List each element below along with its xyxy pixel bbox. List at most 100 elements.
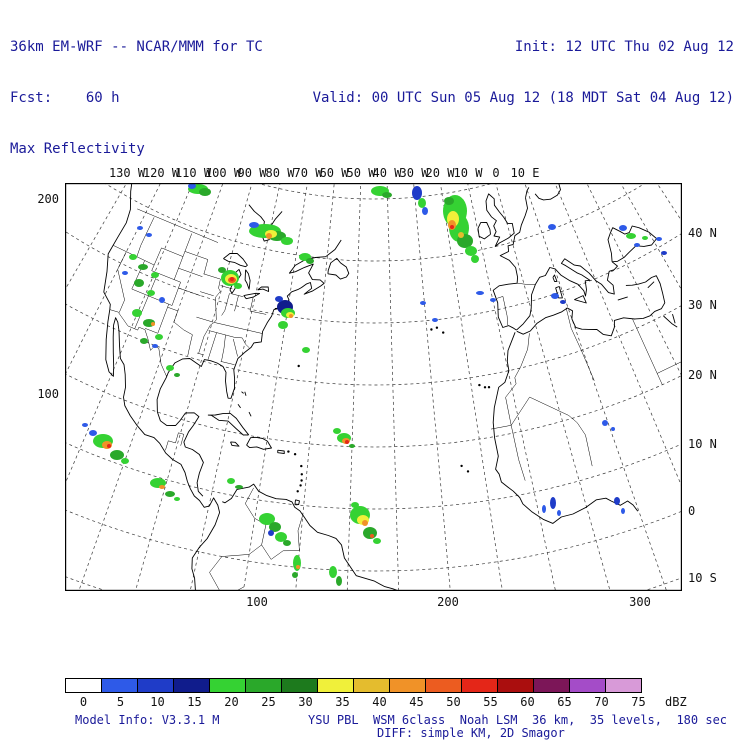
state-border bbox=[208, 330, 235, 338]
colorbar-cell bbox=[245, 678, 282, 693]
map-area: 130 W 120 W 110 W 100 W 90 W 80 W 70 W 60 W 50 W… bbox=[37, 166, 717, 609]
coastline bbox=[244, 391, 247, 396]
graticule-meridian bbox=[189, 183, 281, 591]
grid-y-tick-label: 100 bbox=[37, 387, 59, 401]
colorbar-cell bbox=[533, 678, 570, 693]
coastline bbox=[607, 225, 658, 263]
radar-echo bbox=[268, 530, 274, 536]
state-border bbox=[233, 338, 238, 357]
state-border bbox=[234, 337, 250, 348]
colorbar-unit-label: dBZ bbox=[665, 695, 687, 709]
radar-echo bbox=[418, 198, 426, 208]
valid-time-label: Valid: 00 UTC Sun 05 Aug 12 (18 MDT Sat … bbox=[312, 90, 734, 106]
state-border bbox=[131, 288, 173, 306]
radar-echo bbox=[363, 527, 377, 539]
colorbar-cell bbox=[65, 678, 102, 693]
radar-echo bbox=[412, 186, 422, 200]
graticule-meridian bbox=[656, 183, 682, 223]
radar-echo bbox=[146, 233, 152, 237]
state-border bbox=[178, 287, 201, 296]
radar-echo bbox=[122, 271, 128, 275]
radar-echo bbox=[471, 255, 479, 263]
map-plot bbox=[65, 183, 682, 591]
country-border bbox=[137, 208, 219, 243]
coastline bbox=[156, 239, 342, 497]
colorbar-tick-label: 10 bbox=[150, 695, 165, 709]
state-border bbox=[220, 361, 235, 365]
radar-echo bbox=[166, 365, 174, 371]
state-border bbox=[249, 297, 254, 312]
colorbar-tick-label: 40 bbox=[372, 695, 387, 709]
graticule-parallel bbox=[103, 183, 647, 262]
coastline bbox=[327, 257, 350, 280]
coastline bbox=[222, 483, 401, 591]
radar-echo bbox=[336, 576, 342, 586]
lon-tick-label: 60 W bbox=[319, 166, 349, 180]
islet bbox=[442, 331, 445, 334]
state-border bbox=[234, 295, 239, 312]
country-border bbox=[109, 309, 167, 377]
radar-echo bbox=[333, 428, 341, 434]
radar-echo bbox=[621, 508, 625, 514]
radar-echo bbox=[132, 309, 142, 317]
lat-tick-label: 10 S bbox=[688, 571, 717, 585]
state-border bbox=[178, 267, 203, 277]
lon-tick-label: 70 W bbox=[293, 166, 323, 180]
colorbar-cell bbox=[137, 678, 174, 693]
country-border bbox=[261, 514, 304, 560]
radar-echo bbox=[259, 513, 275, 525]
state-border bbox=[207, 332, 217, 360]
graticule-meridian bbox=[65, 183, 128, 291]
graticule-meridian bbox=[295, 183, 335, 591]
coastline bbox=[477, 222, 491, 240]
grid-x-tick-label: 200 bbox=[437, 595, 459, 609]
init-time-label: Init: 12 UTC Thu 02 Aug 12 bbox=[514, 39, 734, 55]
lon-tick-label: 130 W bbox=[108, 166, 146, 180]
radar-echo bbox=[370, 534, 374, 538]
graticule-meridian bbox=[135, 183, 253, 591]
graticule-parallel bbox=[65, 373, 682, 448]
colorbar-tick-label: 70 bbox=[594, 695, 609, 709]
coastline bbox=[257, 286, 270, 292]
radar-echo bbox=[542, 505, 546, 513]
model-info-label: Model Info: V3.3.1 M bbox=[75, 713, 220, 727]
radar-echo bbox=[275, 532, 287, 542]
colorbar-tick-label: 25 bbox=[261, 695, 276, 709]
plot-header-right: Init: 12 UTC Thu 02 Aug 12 Valid: 00 UTC… bbox=[313, 5, 734, 141]
radar-echo bbox=[292, 572, 298, 578]
state-border bbox=[184, 251, 208, 260]
map-frame bbox=[65, 183, 682, 591]
graticule-parallel bbox=[65, 509, 682, 572]
coastline bbox=[277, 449, 285, 454]
islet bbox=[293, 453, 297, 456]
state-border bbox=[144, 304, 169, 334]
state-border bbox=[171, 282, 181, 306]
islet bbox=[300, 479, 303, 482]
model-diff-label: DIFF: simple KM, 2D Smagor bbox=[377, 726, 565, 740]
lat-tick-label: 30 N bbox=[688, 298, 717, 312]
radar-echo bbox=[550, 497, 556, 509]
islet bbox=[460, 464, 463, 468]
map-canvas bbox=[65, 183, 682, 591]
radar-echo bbox=[642, 236, 648, 240]
colorbar-cell bbox=[425, 678, 462, 693]
graticule-meridian bbox=[346, 183, 362, 591]
graticule-meridian bbox=[386, 183, 400, 591]
colorbar-tick-label: 35 bbox=[335, 695, 350, 709]
radar-echo bbox=[151, 272, 159, 278]
graticule-meridian bbox=[586, 183, 682, 378]
state-border bbox=[203, 273, 221, 280]
plot-title: 36km EM-WRF -- NCAR/MMM for TC bbox=[10, 39, 263, 55]
islet bbox=[430, 328, 433, 331]
state-border bbox=[200, 291, 214, 297]
country-border bbox=[514, 333, 530, 384]
state-border bbox=[151, 247, 162, 271]
radar-echo bbox=[362, 520, 368, 526]
radar-echo bbox=[121, 458, 129, 464]
islet bbox=[483, 386, 487, 389]
radar-echo bbox=[465, 246, 477, 256]
lat-tick-label: 40 N bbox=[688, 226, 717, 240]
colorbar-tick-label: 30 bbox=[298, 695, 313, 709]
lon-tick-label: 90 W bbox=[237, 166, 267, 180]
radar-echo bbox=[296, 565, 300, 569]
